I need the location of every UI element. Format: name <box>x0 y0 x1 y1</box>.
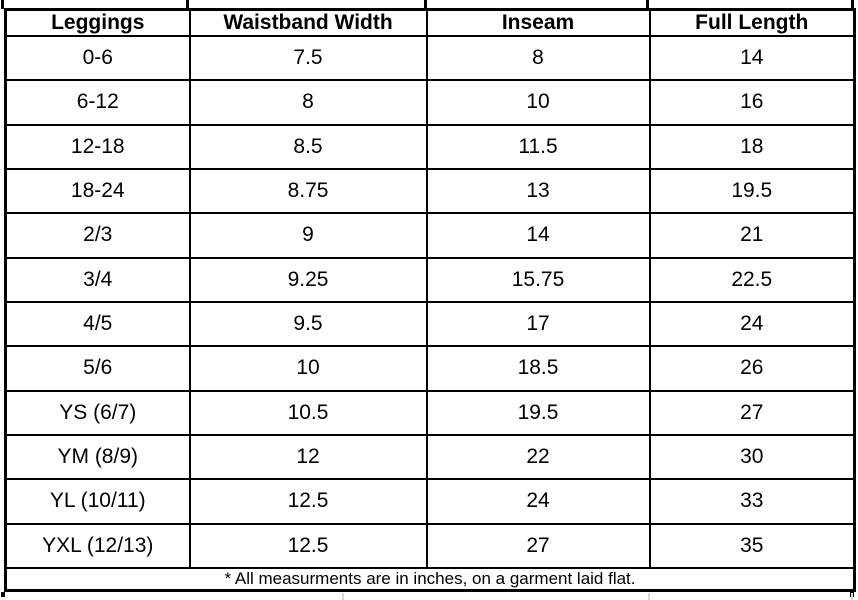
row-label-cell: 18-24 <box>4 167 191 215</box>
value-cell: 15.75 <box>425 256 651 303</box>
value-cell: 16 <box>648 79 856 126</box>
value-cell: 19.5 <box>425 389 651 436</box>
table-row: YM (8/9) 12 22 30 <box>4 433 856 481</box>
table-row: 12-18 8.5 11.5 18 <box>4 123 856 170</box>
value-cell: 35 <box>648 522 856 570</box>
size-chart-table: Leggings Waistband Width Inseam Full Length… <box>4 8 856 592</box>
top-border-tick <box>646 0 649 9</box>
row-label-cell: 5/6 <box>4 345 191 392</box>
table-body: 0-6 7.5 8 14 6-12 8 10 16 12-18 8.5 11.5 18 18-24 8.7… <box>4 34 856 570</box>
table-row: 0-6 7.5 8 14 <box>4 34 856 82</box>
bottom-gridline-tick <box>648 593 650 600</box>
value-cell: 22.5 <box>648 256 856 303</box>
bottom-gridline-tick <box>342 593 344 600</box>
value-cell: 12.5 <box>188 478 428 525</box>
table-row: 2/3 9 14 21 <box>4 212 856 259</box>
row-label-cell: 4/5 <box>4 300 191 348</box>
value-cell: 24 <box>648 300 856 348</box>
footnote-row: * All measurments are in inches, on a ga… <box>4 567 856 592</box>
value-cell: 10 <box>425 79 651 126</box>
table-row: 18-24 8.75 13 19.5 <box>4 167 856 215</box>
column-header: Waistband Width <box>188 8 428 37</box>
value-cell: 12.5 <box>188 522 428 570</box>
top-border-tick <box>851 0 854 9</box>
value-cell: 8.5 <box>188 123 428 170</box>
row-label-cell: YM (8/9) <box>4 433 191 481</box>
bottom-gridline-tick <box>851 593 853 600</box>
row-label-cell: YXL (12/13) <box>4 522 191 570</box>
column-header: Full Length <box>648 8 856 37</box>
row-label-cell: YL (10/11) <box>4 478 191 525</box>
table-row: 3/4 9.25 15.75 22.5 <box>4 256 856 303</box>
row-label-cell: 0-6 <box>4 34 191 82</box>
footnote-cell: * All measurments are in inches, on a ga… <box>4 567 856 592</box>
value-cell: 14 <box>425 212 651 259</box>
value-cell: 18 <box>648 123 856 170</box>
table-row: 5/6 10 18.5 26 <box>4 345 856 392</box>
value-cell: 9 <box>188 212 428 259</box>
value-cell: 27 <box>425 522 651 570</box>
value-cell: 10.5 <box>188 389 428 436</box>
table-row: YXL (12/13) 12.5 27 35 <box>4 522 856 570</box>
table-row: 6-12 8 10 16 <box>4 79 856 126</box>
value-cell: 22 <box>425 433 651 481</box>
table-row: 4/5 9.5 17 24 <box>4 300 856 348</box>
value-cell: 33 <box>648 478 856 525</box>
value-cell: 13 <box>425 167 651 215</box>
header-row: Leggings Waistband Width Inseam Full Length <box>4 8 856 37</box>
top-border-tick <box>1 0 4 9</box>
row-label-cell: 6-12 <box>4 79 191 126</box>
bottom-border-tick <box>1 592 5 597</box>
value-cell: 27 <box>648 389 856 436</box>
value-cell: 11.5 <box>425 123 651 170</box>
value-cell: 8 <box>188 79 428 126</box>
value-cell: 26 <box>648 345 856 392</box>
value-cell: 24 <box>425 478 651 525</box>
value-cell: 30 <box>648 433 856 481</box>
column-header: Leggings <box>4 8 191 37</box>
table-row: YL (10/11) 12.5 24 33 <box>4 478 856 525</box>
value-cell: 9.5 <box>188 300 428 348</box>
row-label-cell: 3/4 <box>4 256 191 303</box>
row-label-cell: 12-18 <box>4 123 191 170</box>
value-cell: 18.5 <box>425 345 651 392</box>
value-cell: 17 <box>425 300 651 348</box>
top-border-tick <box>186 0 189 9</box>
value-cell: 12 <box>188 433 428 481</box>
value-cell: 19.5 <box>648 167 856 215</box>
value-cell: 7.5 <box>188 34 428 82</box>
value-cell: 8 <box>425 34 651 82</box>
column-header: Inseam <box>425 8 651 37</box>
table-row: YS (6/7) 10.5 19.5 27 <box>4 389 856 436</box>
value-cell: 9.25 <box>188 256 428 303</box>
row-label-cell: YS (6/7) <box>4 389 191 436</box>
row-label-cell: 2/3 <box>4 212 191 259</box>
value-cell: 14 <box>648 34 856 82</box>
value-cell: 8.75 <box>188 167 428 215</box>
value-cell: 10 <box>188 345 428 392</box>
value-cell: 21 <box>648 212 856 259</box>
top-border-tick <box>424 0 427 9</box>
